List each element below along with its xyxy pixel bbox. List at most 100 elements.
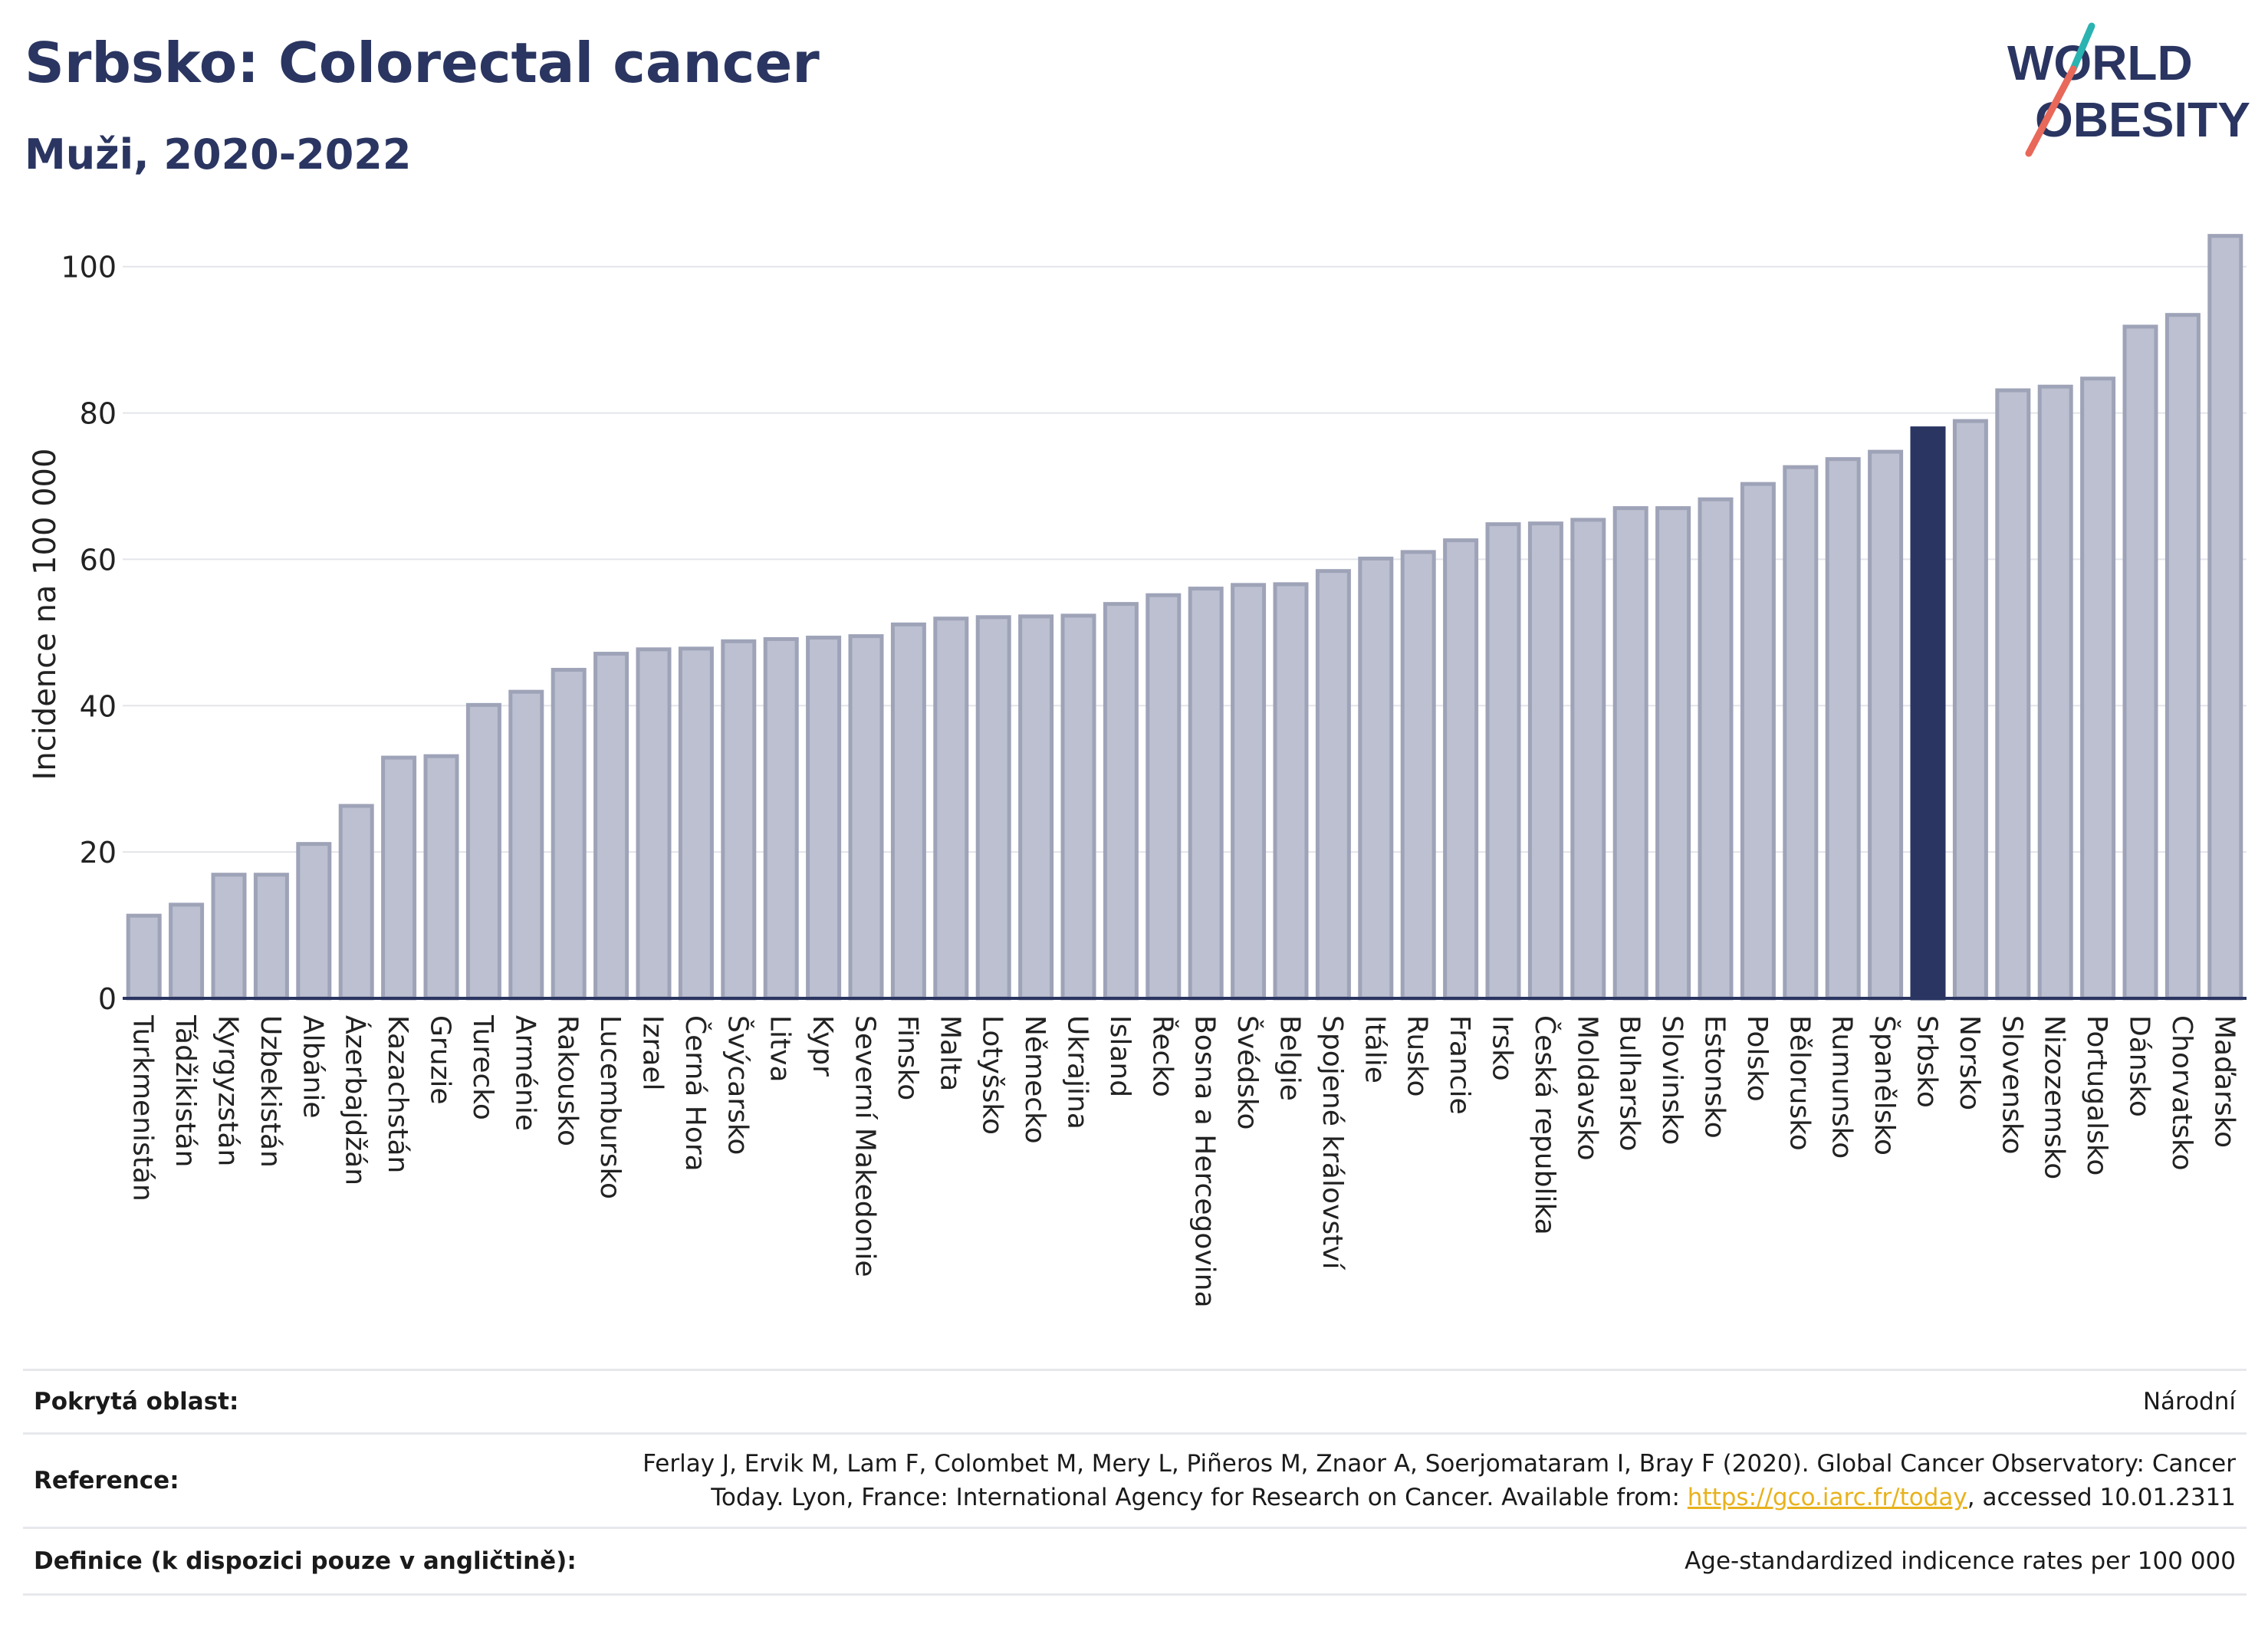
x-tick-label: Severní Makedonie bbox=[850, 1015, 881, 1277]
x-tick-label: Tádžikistán bbox=[169, 1014, 201, 1167]
bar bbox=[1443, 538, 1479, 1001]
bar bbox=[1188, 587, 1224, 1001]
info-row-coverage: Pokrytá oblast: Národní bbox=[23, 1369, 2247, 1432]
bar bbox=[253, 873, 289, 1001]
bar bbox=[1358, 556, 1394, 1001]
x-tick-label: Ukrajina bbox=[1062, 1015, 1093, 1129]
bar bbox=[1655, 506, 1691, 1001]
x-tick-label: Řecko bbox=[1146, 1015, 1178, 1097]
x-tick-label: Turecko bbox=[467, 1014, 498, 1120]
x-tick-label: Finsko bbox=[892, 1015, 923, 1100]
reference-line-2-pre: Today. Lyon, France: International Agenc… bbox=[711, 1484, 1688, 1511]
y-axis-label: Incidence na 100 000 bbox=[28, 449, 63, 781]
x-tick-label: Dánsko bbox=[2124, 1015, 2155, 1117]
x-tick-label: Island bbox=[1104, 1015, 1136, 1097]
bar bbox=[1060, 613, 1096, 1001]
bar bbox=[211, 873, 247, 1001]
bar bbox=[508, 689, 544, 1001]
bar bbox=[890, 622, 926, 1001]
x-tick-label: Estonsko bbox=[1699, 1015, 1731, 1139]
x-tick-label: Slovinsko bbox=[1656, 1015, 1688, 1145]
bar bbox=[1273, 582, 1309, 1001]
x-tick-label: Litva bbox=[764, 1015, 796, 1083]
bar bbox=[721, 639, 757, 1001]
x-tick-label: Rusko bbox=[1402, 1015, 1433, 1097]
bar bbox=[1315, 569, 1351, 1001]
x-tick-label: Kypr bbox=[807, 1015, 838, 1077]
x-tick-label: Bělorusko bbox=[1783, 1015, 1815, 1151]
x-tick-label: Itálie bbox=[1359, 1015, 1390, 1083]
x-tick-label: Švýcarsko bbox=[721, 1015, 754, 1155]
x-tick-label: Malta bbox=[934, 1015, 965, 1091]
x-tick-label: Srbsko bbox=[1911, 1015, 1943, 1108]
logo-word-world: WORLD bbox=[2007, 35, 2193, 90]
x-tick-label: Česká republika bbox=[1529, 1015, 1561, 1235]
x-tick-label: Francie bbox=[1444, 1015, 1475, 1115]
bar bbox=[1952, 419, 1988, 1001]
y-tick-label: 80 bbox=[80, 397, 117, 431]
bar bbox=[1485, 522, 1521, 1001]
bar bbox=[2122, 324, 2158, 1001]
bar bbox=[2037, 384, 2073, 1001]
coverage-value: Národní bbox=[2142, 1388, 2236, 1415]
bar bbox=[1995, 388, 2031, 1001]
info-row-reference: Reference: Ferlay J, Ervik M, Lam F, Col… bbox=[23, 1432, 2247, 1527]
x-tick-label: Slovensko bbox=[1996, 1015, 2027, 1155]
bar bbox=[423, 754, 459, 1001]
x-tick-label: Moldavsko bbox=[1571, 1015, 1602, 1161]
definition-value: Age-standardized indicence rates per 100… bbox=[1685, 1547, 2236, 1575]
x-tick-label: Rumunsko bbox=[1826, 1015, 1858, 1159]
logo-slash-red bbox=[2025, 65, 2077, 157]
bar bbox=[1698, 497, 1734, 1001]
x-tick-label: Gruzie bbox=[425, 1015, 456, 1105]
bar bbox=[1825, 457, 1861, 1001]
bar bbox=[678, 646, 714, 1001]
y-tick-label: 40 bbox=[80, 689, 117, 723]
x-tick-label: Švédsko bbox=[1231, 1015, 1264, 1130]
info-table: Pokrytá oblast: Národní Reference: Ferla… bbox=[23, 1369, 2247, 1596]
x-tick-label: Belgie bbox=[1274, 1015, 1306, 1101]
bar bbox=[465, 702, 501, 1001]
reference-label: Reference: bbox=[34, 1467, 179, 1494]
x-tick-label: Irsko bbox=[1487, 1015, 1518, 1081]
y-tick-label: 60 bbox=[80, 543, 117, 577]
y-tick-label: 100 bbox=[61, 251, 117, 284]
x-tick-label: Uzbekistán bbox=[255, 1015, 286, 1168]
coverage-label: Pokrytá oblast: bbox=[34, 1388, 239, 1415]
reference-line-1: Ferlay J, Ervik M, Lam F, Colombet M, Me… bbox=[643, 1450, 2236, 1478]
bar bbox=[1103, 602, 1139, 1001]
bar bbox=[763, 636, 799, 1001]
x-tick-label: Lotyšsko bbox=[977, 1015, 1008, 1135]
reference-link[interactable]: https://gco.iarc.fr/today bbox=[1687, 1484, 1967, 1511]
x-tick-label: Bulharsko bbox=[1614, 1015, 1645, 1152]
bar bbox=[975, 615, 1011, 1001]
x-tick-label: Arménie bbox=[509, 1015, 541, 1131]
x-tick-label: Rakousko bbox=[552, 1015, 583, 1146]
logo-slash-teal bbox=[2069, 22, 2095, 73]
bar bbox=[806, 636, 842, 1001]
bar bbox=[848, 634, 884, 1001]
bar bbox=[1612, 506, 1648, 1001]
bar bbox=[381, 755, 417, 1001]
bar bbox=[1146, 593, 1182, 1001]
x-tick-label: Turkmenistán bbox=[127, 1014, 159, 1202]
bar bbox=[593, 652, 629, 1001]
x-tick-label: Spojené království bbox=[1316, 1015, 1348, 1271]
bar bbox=[126, 913, 162, 1001]
y-tick-label: 0 bbox=[98, 982, 117, 1016]
bar bbox=[551, 668, 587, 1001]
y-tick-label: 20 bbox=[80, 836, 117, 870]
x-tick-label: Kyrgyzstán bbox=[212, 1015, 244, 1166]
bar bbox=[2080, 376, 2116, 1001]
bar bbox=[2207, 234, 2243, 1001]
bar bbox=[1527, 521, 1563, 1001]
bar-highlight bbox=[1910, 426, 1946, 1001]
x-tick-label: Nizozemsko bbox=[2039, 1015, 2070, 1179]
bar bbox=[1868, 449, 1904, 1001]
reference-text: Ferlay J, Ervik M, Lam F, Colombet M, Me… bbox=[643, 1447, 2236, 1514]
world-obesity-logo: WORLD OBESITY bbox=[2007, 22, 2250, 157]
x-tick-label: Bosna a Hercegovina bbox=[1189, 1015, 1221, 1308]
x-tick-label: Lucembursko bbox=[594, 1015, 626, 1199]
bar bbox=[338, 804, 374, 1001]
logo-word-obesity: OBESITY bbox=[2035, 92, 2250, 147]
